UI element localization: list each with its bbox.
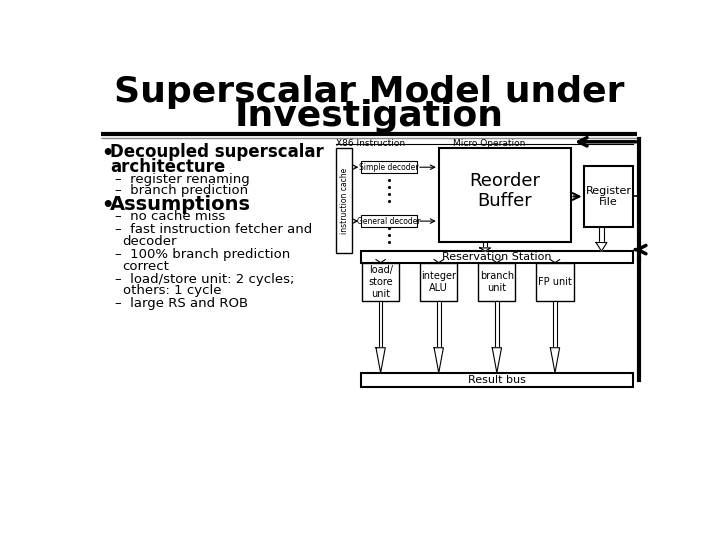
Text: decoder: decoder	[122, 235, 177, 248]
Text: X86 Instruction: X86 Instruction	[336, 139, 405, 148]
Text: •: •	[101, 144, 113, 163]
Bar	[483, 242, 487, 248]
Bar	[361, 251, 632, 264]
Bar	[438, 148, 570, 242]
Text: correct: correct	[122, 260, 169, 273]
Text: –  large RS and ROB: – large RS and ROB	[114, 298, 248, 310]
Polygon shape	[376, 348, 385, 373]
Bar	[361, 373, 632, 387]
Text: architecture: architecture	[110, 158, 225, 176]
Bar	[361, 161, 417, 173]
Bar	[478, 262, 516, 301]
Text: •: •	[101, 195, 113, 215]
Bar	[362, 262, 399, 301]
Text: load/
store
unit: load/ store unit	[369, 265, 393, 299]
Bar	[379, 301, 382, 348]
Text: Reservation Station: Reservation Station	[442, 252, 552, 262]
Polygon shape	[434, 348, 444, 373]
Text: Superscalar Model under: Superscalar Model under	[114, 75, 624, 109]
Text: Register
File: Register File	[585, 186, 631, 207]
Text: General decoder: General decoder	[357, 217, 421, 226]
Text: Result bus: Result bus	[468, 375, 526, 384]
Text: Assumptions: Assumptions	[110, 195, 251, 214]
Text: instruction cache: instruction cache	[340, 167, 348, 234]
Text: –  no cache miss: – no cache miss	[114, 211, 225, 224]
Bar	[420, 262, 457, 301]
Text: –  branch prediction: – branch prediction	[114, 184, 248, 197]
Text: others: 1 cycle: others: 1 cycle	[122, 284, 221, 297]
Text: branch
unit: branch unit	[480, 271, 514, 293]
Text: Micro Operation: Micro Operation	[453, 139, 525, 148]
Bar	[536, 262, 574, 301]
Bar	[361, 215, 417, 227]
Text: Investigation: Investigation	[235, 99, 503, 133]
Text: –  fast instruction fetcher and: – fast instruction fetcher and	[114, 224, 312, 237]
Bar	[495, 301, 499, 348]
Bar	[437, 301, 441, 348]
Polygon shape	[492, 348, 502, 373]
Bar	[585, 166, 632, 226]
Bar	[553, 301, 557, 348]
Text: FP unit: FP unit	[538, 277, 572, 287]
Bar	[599, 226, 603, 242]
Text: Simple decoder: Simple decoder	[359, 163, 419, 172]
Text: –  100% branch prediction: – 100% branch prediction	[114, 248, 290, 261]
Polygon shape	[550, 348, 559, 373]
Polygon shape	[596, 242, 607, 251]
Bar	[336, 148, 352, 253]
Text: Reorder
Buffer: Reorder Buffer	[469, 172, 540, 211]
Polygon shape	[480, 248, 490, 251]
Text: Decoupled superscalar: Decoupled superscalar	[110, 143, 324, 161]
Text: integer
ALU: integer ALU	[421, 271, 456, 293]
Text: –  register renaming: – register renaming	[114, 173, 250, 186]
Text: –  load/store unit: 2 cycles;: – load/store unit: 2 cycles;	[114, 273, 294, 286]
